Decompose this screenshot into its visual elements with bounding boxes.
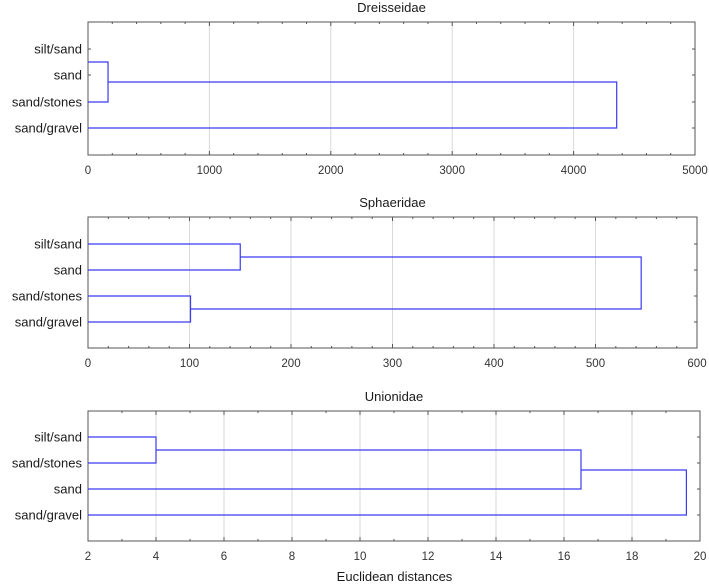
leaf-label: silt/sand: [34, 430, 82, 445]
x-tick-label: 300: [383, 358, 402, 370]
x-axis-label: Euclidean distances: [336, 569, 453, 584]
panel-title: Sphaeridae: [359, 195, 426, 210]
dendrogram-link: [88, 61, 109, 103]
panel-dreisseidae: Dreisseidae 0 1000 2000 3000 4000 5000 silt/san…: [12, 0, 708, 177]
x-tick-label: 14: [490, 551, 503, 563]
x-tick-label: 5000: [682, 165, 708, 177]
leaf-label: sand/gravel: [15, 315, 82, 330]
x-tick-label: 2: [85, 551, 91, 563]
dendrogram-link: [88, 295, 192, 323]
leaf-label: silt/sand: [34, 42, 82, 57]
dendrogram-link: [88, 436, 157, 464]
dendrogram-link: [190, 256, 642, 310]
x-tick-label: 200: [281, 358, 300, 370]
plot-frame: [87, 216, 698, 349]
dendrogram-link: [88, 243, 241, 271]
dendrogram-link: [88, 449, 582, 490]
leaf-label: sand/stones: [12, 95, 83, 110]
leaf-label: sand: [54, 68, 82, 83]
x-tick-label: 100: [180, 358, 199, 370]
dendrogram-link: [88, 81, 618, 129]
x-tick-label: 0: [85, 165, 91, 177]
x-tick-label: 10: [354, 551, 367, 563]
panel-title: Dreisseidae: [357, 0, 426, 15]
plot-frame: [87, 410, 701, 542]
x-tick-label: 1000: [197, 165, 223, 177]
leaf-label: silt/sand: [34, 237, 82, 252]
x-tick-label: 18: [626, 551, 639, 563]
x-tick-label: 2000: [318, 165, 344, 177]
x-tick-label: 500: [586, 358, 605, 370]
leaf-label: sand/gravel: [15, 508, 82, 523]
leaf-label: sand/stones: [12, 289, 83, 304]
x-tick-label: 3000: [439, 165, 465, 177]
x-tick-label: 16: [558, 551, 571, 563]
x-tick-label: 4: [153, 551, 160, 563]
panel-title: Unionidae: [365, 389, 424, 404]
dendrogram-link: [88, 469, 687, 516]
x-tick-label: 400: [484, 358, 503, 370]
x-tick-label: 0: [85, 358, 91, 370]
panel-sphaeridae: Sphaeridae 0 100 200 300 400 500 600 silt/sand sa…: [12, 195, 707, 370]
x-tick-label: 12: [422, 551, 435, 563]
leaf-label: sand: [54, 263, 82, 278]
x-tick-label: 4000: [561, 165, 587, 177]
leaf-label: sand: [54, 482, 82, 497]
leaf-label: sand/gravel: [15, 121, 82, 136]
x-tick-label: 8: [289, 551, 295, 563]
plot-frame: [87, 21, 696, 156]
leaf-label: sand/stones: [12, 456, 83, 471]
panel-unionidae: Unionidae 2 4 6 8 10 12 14 16 18 20 silt/sand sand/s…: [12, 389, 707, 563]
x-tick-label: 6: [221, 551, 227, 563]
x-tick-label: 600: [687, 358, 706, 370]
x-tick-label: 20: [694, 551, 707, 563]
